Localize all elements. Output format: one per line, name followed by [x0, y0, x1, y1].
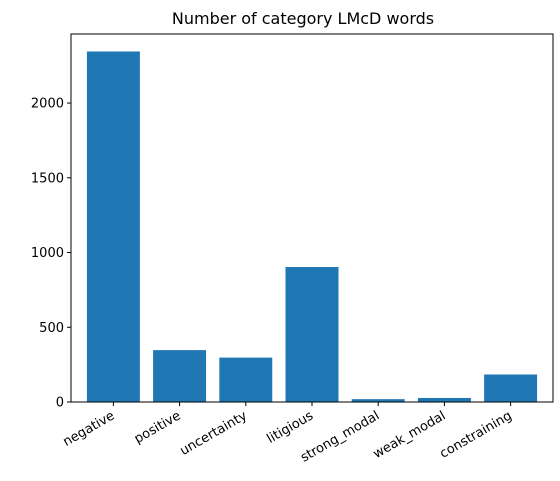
plot-frame — [70, 33, 554, 403]
y-axis: 0 500 1000 1500 2000 — [31, 97, 71, 411]
bar-weak_modal — [417, 397, 471, 402]
bar-constraining — [484, 374, 538, 402]
bars-group — [86, 51, 538, 402]
y-tick-label: 2000 — [31, 97, 64, 112]
bar-uncertainty — [219, 357, 273, 402]
bar-strong_modal — [351, 399, 405, 402]
bar-negative — [86, 51, 140, 402]
x-tick-label: uncertainty — [178, 408, 250, 458]
x-tick-label: weak_modal — [371, 408, 449, 462]
x-tick-label: positive — [132, 408, 184, 446]
y-tick-label: 500 — [39, 321, 64, 336]
y-tick-label: 0 — [56, 396, 64, 411]
chart-title: Number of category LMcD words — [172, 9, 434, 28]
y-tick-label: 1500 — [31, 171, 64, 186]
bar-litigious — [285, 267, 339, 402]
y-tick-label: 1000 — [31, 246, 64, 261]
x-tick-label: negative — [61, 408, 118, 449]
bar-positive — [153, 350, 207, 402]
x-tick-label: litigious — [265, 408, 317, 446]
x-tick-label: constraining — [437, 408, 514, 461]
